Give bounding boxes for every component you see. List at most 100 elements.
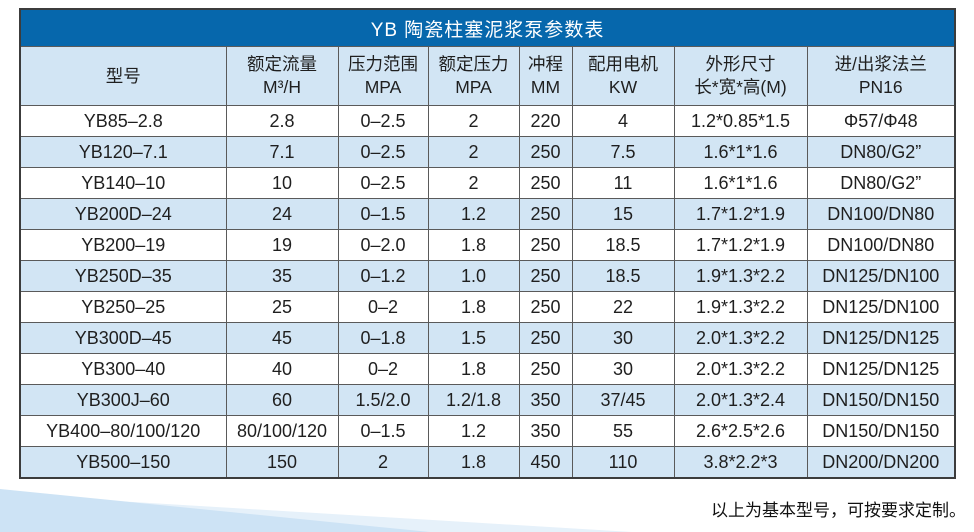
table-cell: 250 [518, 229, 573, 261]
table-cell: 40 [225, 353, 339, 385]
table-cell: 250 [518, 198, 573, 230]
table-cell: 15 [571, 198, 675, 230]
table-row: YB250D–35 35 0–1.2 1.0 250 18.5 1.9*1.3*2.2 DN1… [19, 260, 956, 292]
table-cell: 1.2/1.8 [427, 384, 520, 416]
table-cell: 1.8 [427, 229, 520, 261]
table-cell: DN150/DN150 [806, 415, 956, 447]
column-header: 配用电机 KW [571, 46, 675, 106]
table-cell: 220 [518, 105, 573, 137]
table-cell: 1.6*1*1.6 [673, 136, 808, 168]
table-title: YB 陶瓷柱塞泥浆泵参数表 [19, 8, 956, 47]
table-cell: 1.8 [427, 353, 520, 385]
table-cell: YB120–7.1 [19, 136, 227, 168]
table-cell: 45 [225, 322, 339, 354]
table-cell: YB200D–24 [19, 198, 227, 230]
column-header: 额定流量 M³/H [225, 46, 339, 106]
table-cell: 1.2 [427, 198, 520, 230]
column-header: 额定压力 MPA [427, 46, 520, 106]
table-cell: 0–1.2 [337, 260, 429, 292]
table-cell: 35 [225, 260, 339, 292]
table-cell: 0–2.5 [337, 136, 429, 168]
table-cell: 2 [427, 167, 520, 199]
table-cell: 1.6*1*1.6 [673, 167, 808, 199]
table-cell: 250 [518, 136, 573, 168]
column-header: 冲程 MM [518, 46, 573, 106]
table-cell: 0–1.5 [337, 415, 429, 447]
table-row: YB300D–45 45 0–1.8 1.5 250 30 2.0*1.3*2.2 DN125… [19, 322, 956, 354]
table-cell: 11 [571, 167, 675, 199]
table-cell: 250 [518, 260, 573, 292]
table-cell: YB250–25 [19, 291, 227, 323]
table-cell: YB200–19 [19, 229, 227, 261]
page: YB 陶瓷柱塞泥浆泵参数表 型号 额定流量 M³/H 压力范围 MPA 额定压力 MPA 冲程… [0, 8, 974, 532]
table-cell: 2.0*1.3*2.2 [673, 322, 808, 354]
table-cell: 1.0 [427, 260, 520, 292]
table-cell: 10 [225, 167, 339, 199]
column-header: 型号 [19, 46, 227, 106]
table-cell: 250 [518, 353, 573, 385]
table-cell: 1.5 [427, 322, 520, 354]
table-cell: 24 [225, 198, 339, 230]
table-cell: 37/45 [571, 384, 675, 416]
column-header: 压力范围 MPA [337, 46, 429, 106]
table-cell: 4 [571, 105, 675, 137]
table-cell: 350 [518, 384, 573, 416]
table-cell: 250 [518, 322, 573, 354]
table-cell: YB300J–60 [19, 384, 227, 416]
table-cell: 1.2*0.85*1.5 [673, 105, 808, 137]
table-row: YB140–10 10 0–2.5 2 250 11 1.6*1*1.6 DN80/G2” [19, 167, 956, 199]
table-cell: 0–2.0 [337, 229, 429, 261]
table-row: YB400–80/100/120 80/100/120 0–1.5 1.2 350 55 2… [19, 415, 956, 447]
table-cell: 30 [571, 353, 675, 385]
table-row: YB120–7.1 7.1 0–2.5 2 250 7.5 1.6*1*1.6 DN80/G2… [19, 136, 956, 168]
table-cell: 0–2.5 [337, 105, 429, 137]
table-cell: YB300–40 [19, 353, 227, 385]
table-cell: 3.8*2.2*3 [673, 446, 808, 479]
table-row: YB200–19 19 0–2.0 1.8 250 18.5 1.7*1.2*1.9 DN10… [19, 229, 956, 261]
table-cell: 22 [571, 291, 675, 323]
table-cell: 1.2 [427, 415, 520, 447]
column-header: 进/出浆法兰 PN16 [806, 46, 956, 106]
table-cell: 110 [571, 446, 675, 479]
table-cell: 1.9*1.3*2.2 [673, 291, 808, 323]
pump-parameters-table: YB 陶瓷柱塞泥浆泵参数表 型号 额定流量 M³/H 压力范围 MPA 额定压力 MPA 冲程… [19, 8, 957, 479]
table-cell: 7.5 [571, 136, 675, 168]
table-cell: 55 [571, 415, 675, 447]
table-row: YB300–40 40 0–2 1.8 250 30 2.0*1.3*2.2 DN125/DN… [19, 353, 956, 385]
table-cell: YB500–150 [19, 446, 227, 479]
table-row: YB500–150 150 2 1.8 450 110 3.8*2.2*3 DN200/DN2… [19, 446, 956, 479]
column-header: 外形尺寸 长*宽*高(M) [673, 46, 808, 106]
table-cell: 1.7*1.2*1.9 [673, 198, 808, 230]
table-cell: YB300D–45 [19, 322, 227, 354]
table-cell: 0–1.5 [337, 198, 429, 230]
table-cell: 150 [225, 446, 339, 479]
table-cell: DN100/DN80 [806, 229, 956, 261]
footnote: 以上为基本型号，可按要求定制。 [711, 501, 966, 520]
table-cell: 60 [225, 384, 339, 416]
table-cell: 2.0*1.3*2.4 [673, 384, 808, 416]
decorative-wedge [0, 489, 632, 532]
table-cell: 2 [337, 446, 429, 479]
table-cell: YB140–10 [19, 167, 227, 199]
table-cell: 2 [427, 105, 520, 137]
table-cell: DN150/DN150 [806, 384, 956, 416]
table-header-row: 型号 额定流量 M³/H 压力范围 MPA 额定压力 MPA 冲程 MM 配用电机 KW 外形尺寸 长*… [19, 46, 956, 106]
table-cell: 350 [518, 415, 573, 447]
table-cell: 25 [225, 291, 339, 323]
table-cell: 30 [571, 322, 675, 354]
table-cell: 80/100/120 [225, 415, 339, 447]
table-cell: 0–2 [337, 291, 429, 323]
table-cell: 0–2 [337, 353, 429, 385]
table-cell: 2 [427, 136, 520, 168]
table-row: YB300J–60 60 1.5/2.0 1.2/1.8 350 37/45 2.0*1.3… [19, 384, 956, 416]
table-cell: 2.6*2.5*2.6 [673, 415, 808, 447]
table-cell: 7.1 [225, 136, 339, 168]
table-cell: DN100/DN80 [806, 198, 956, 230]
table-cell: 1.8 [427, 291, 520, 323]
table-cell: DN200/DN200 [806, 446, 956, 479]
table-cell: 0–2.5 [337, 167, 429, 199]
table-cell: 1.9*1.3*2.2 [673, 260, 808, 292]
table-cell: DN80/G2” [806, 136, 956, 168]
table-row: YB85–2.8 2.8 0–2.5 2 220 4 1.2*0.85*1.5 Φ57/Φ48 [19, 105, 956, 137]
table-cell: 2.0*1.3*2.2 [673, 353, 808, 385]
